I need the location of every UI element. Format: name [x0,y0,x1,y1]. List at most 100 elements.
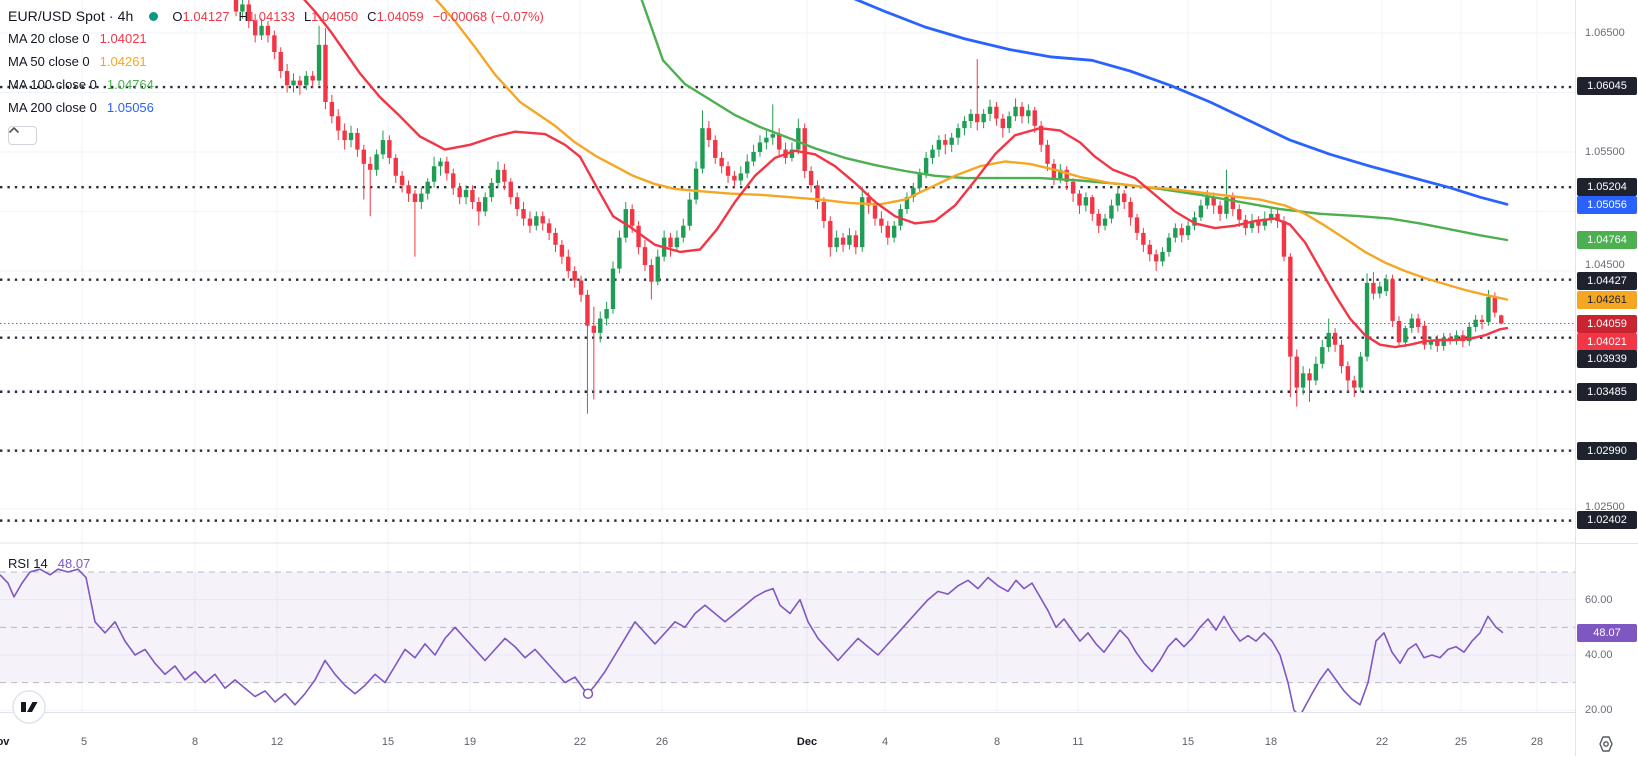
candle [502,169,507,182]
ma-legend-rows: MA 20 close 0 1.04021 MA 50 close 0 1.04261… [8,27,544,119]
candle [1294,356,1299,388]
candle [438,161,443,167]
candle [1486,297,1491,323]
time-axis[interactable]: ov 5 8 12 15 19 22 26 Dec 4 8 11 15 18 22 25 28 [0,712,1575,757]
candle [1371,282,1376,294]
time-label: 11 [1072,736,1084,748]
candle [1441,337,1446,346]
symbol-legend: EUR/USD Spot · 4h O1.04127 H1.04133 L1.040… [8,5,544,119]
ma-legend-row-100[interactable]: MA 100 close 0 1.04764 [8,73,544,96]
time-label: ov [0,736,10,748]
time-label: 15 [381,736,395,748]
candle [1192,217,1197,226]
candle [764,137,769,143]
ma-lines [302,0,1509,349]
candle [540,216,545,224]
candle [566,256,571,271]
candle [374,154,379,170]
candle [463,190,469,198]
candle [514,197,520,210]
candle [629,209,635,226]
time-label: Dec [796,736,818,748]
ma-value: 1.05056 [106,100,154,115]
candle [700,128,705,169]
candle [585,294,590,326]
candle [1428,341,1434,345]
candle [1070,181,1076,194]
candle [310,75,315,81]
time-label: 15 [1181,736,1195,748]
ma-legend-row-20[interactable]: MA 20 close 0 1.04021 [8,27,544,50]
candle [1499,315,1504,324]
candle [821,201,827,221]
candle [1045,144,1050,164]
ma-value: 1.04021 [99,31,147,46]
ma20-badge: 1.04021 [1577,333,1637,351]
candle [1237,209,1242,220]
candle [367,163,373,170]
price-tick: 40.00 [1585,649,1613,661]
time-label: 8 [191,736,199,748]
price-tick: 1.06500 [1585,27,1625,39]
candle [451,173,456,188]
candle [1447,337,1453,340]
candle [1435,339,1440,346]
price-axis[interactable]: 1.06500 1.05500 1.04500 1.02500 60.00 40.00 20… [1575,0,1638,756]
chart-canvas[interactable] [0,0,1575,756]
candle [751,151,756,162]
candle [476,201,482,212]
candle [1051,163,1057,179]
candle [745,161,750,174]
candle [655,256,660,282]
candle [860,197,865,248]
candle [987,106,993,114]
candle [1345,366,1351,381]
gridlines [0,0,1575,712]
time-label: 12 [270,736,284,748]
candle [1230,197,1236,210]
candle [399,175,405,186]
candle [1038,125,1044,145]
candle [259,25,264,36]
candle [233,0,239,12]
candle [1019,106,1025,117]
candle [297,80,303,86]
last-price-badge: 1.04059 [1577,315,1637,333]
candle [336,116,341,131]
candle [521,209,526,219]
candle [329,101,335,117]
candle [911,187,916,198]
ma-100-line [640,0,1509,242]
ma-label: MA 200 close 0 [8,100,97,115]
candle [1217,205,1223,214]
ma-legend-row-200[interactable]: MA 200 close 0 1.05056 [8,96,544,119]
candle [483,197,488,212]
candle [559,244,565,257]
pane-separator-axis [1575,543,1638,544]
candle [470,190,475,202]
candle [1000,118,1005,129]
collapse-legend-button[interactable] [8,126,37,145]
candle [725,166,731,176]
rsi-line [0,568,1504,712]
candle [278,52,283,72]
candle [930,149,935,158]
candle [598,318,603,333]
symbol-title[interactable]: EUR/USD Spot · 4h [8,8,134,24]
candle [1141,232,1146,245]
candle [1211,197,1216,206]
symbol-title-row[interactable]: EUR/USD Spot · 4h O1.04127 H1.04133 L1.040… [8,5,544,27]
time-label: 22 [1375,736,1389,748]
ma-legend-row-50[interactable]: MA 50 close 0 1.04261 [8,50,544,73]
change-readout: −0.00068 (−0.07%) [432,8,544,24]
candle [1358,356,1363,388]
candle [1415,318,1421,327]
candle [604,309,609,319]
level-badge: 1.02402 [1577,511,1637,529]
ma-50-line [434,0,1509,301]
candle [572,270,577,281]
rsi-legend-row[interactable]: RSI 14 48.07 [8,556,90,571]
candle [1320,347,1325,364]
candle [1384,279,1389,292]
candle [419,193,424,202]
